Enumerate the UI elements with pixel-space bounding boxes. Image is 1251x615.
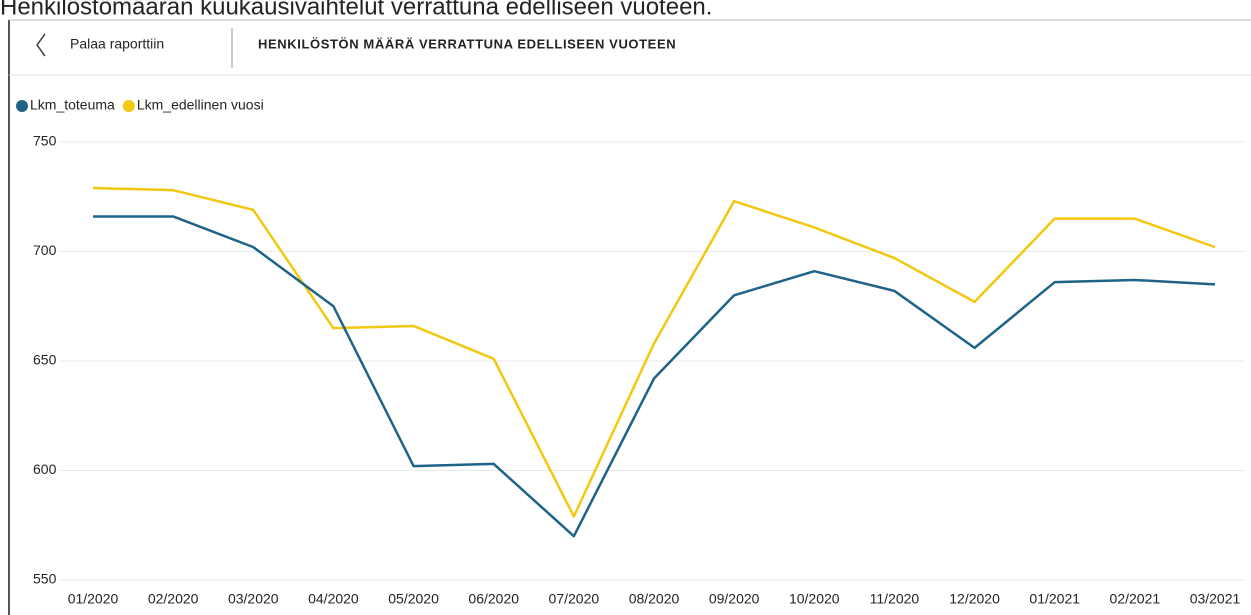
x-tick-label: 02/2021 (1110, 591, 1161, 607)
legend-label: Lkm_edellinen vuosi (137, 97, 264, 113)
x-tick-label: 09/2020 (709, 591, 760, 607)
x-tick-label: 04/2020 (308, 591, 359, 607)
legend-swatch (122, 100, 135, 112)
x-tick-label: 01/2020 (68, 591, 119, 607)
x-tick-label: 11/2020 (870, 591, 920, 607)
back-label[interactable]: Palaa raporttiin (70, 36, 164, 52)
x-tick-label: 02/2020 (148, 591, 199, 607)
back-chevron[interactable] (36, 33, 46, 57)
y-tick-label: 600 (33, 461, 57, 477)
series-line (93, 215, 1216, 538)
caption: Henkilöstömäärän kuukausivaihtelut verra… (0, 0, 712, 20)
legend-swatch (16, 100, 28, 112)
plot: 550 600 650 700 750 01/2020 02/2020 03/2020 04/2… (16, 97, 1245, 607)
legend-label: Lkm_toteuma (30, 97, 115, 113)
x-tick-label: 03/2021 (1190, 591, 1241, 607)
x-tick-label: 05/2020 (388, 591, 439, 607)
x-tick-label: 08/2020 (629, 591, 680, 607)
y-tick-label: 750 (33, 133, 57, 149)
report-frame (9, 20, 1251, 615)
x-tick-label: 12/2020 (949, 591, 1000, 607)
y-tick-label: 550 (33, 571, 57, 587)
series-line (92, 186, 1216, 518)
report-title: HENKILÖSTÖN MÄÄRÄ VERRATTUNA EDELLISEEN … (258, 36, 676, 51)
y-tick-label: 650 (33, 352, 57, 368)
y-tick-label: 700 (33, 242, 57, 258)
x-tick-label: 03/2020 (228, 591, 279, 607)
x-tick-label: 01/2021 (1029, 591, 1080, 607)
x-tick-label: 07/2020 (549, 591, 600, 607)
x-tick-label: 10/2020 (789, 591, 840, 607)
back-button[interactable]: Palaa raporttiin (36, 33, 164, 57)
x-tick-label: 06/2020 (468, 591, 519, 607)
